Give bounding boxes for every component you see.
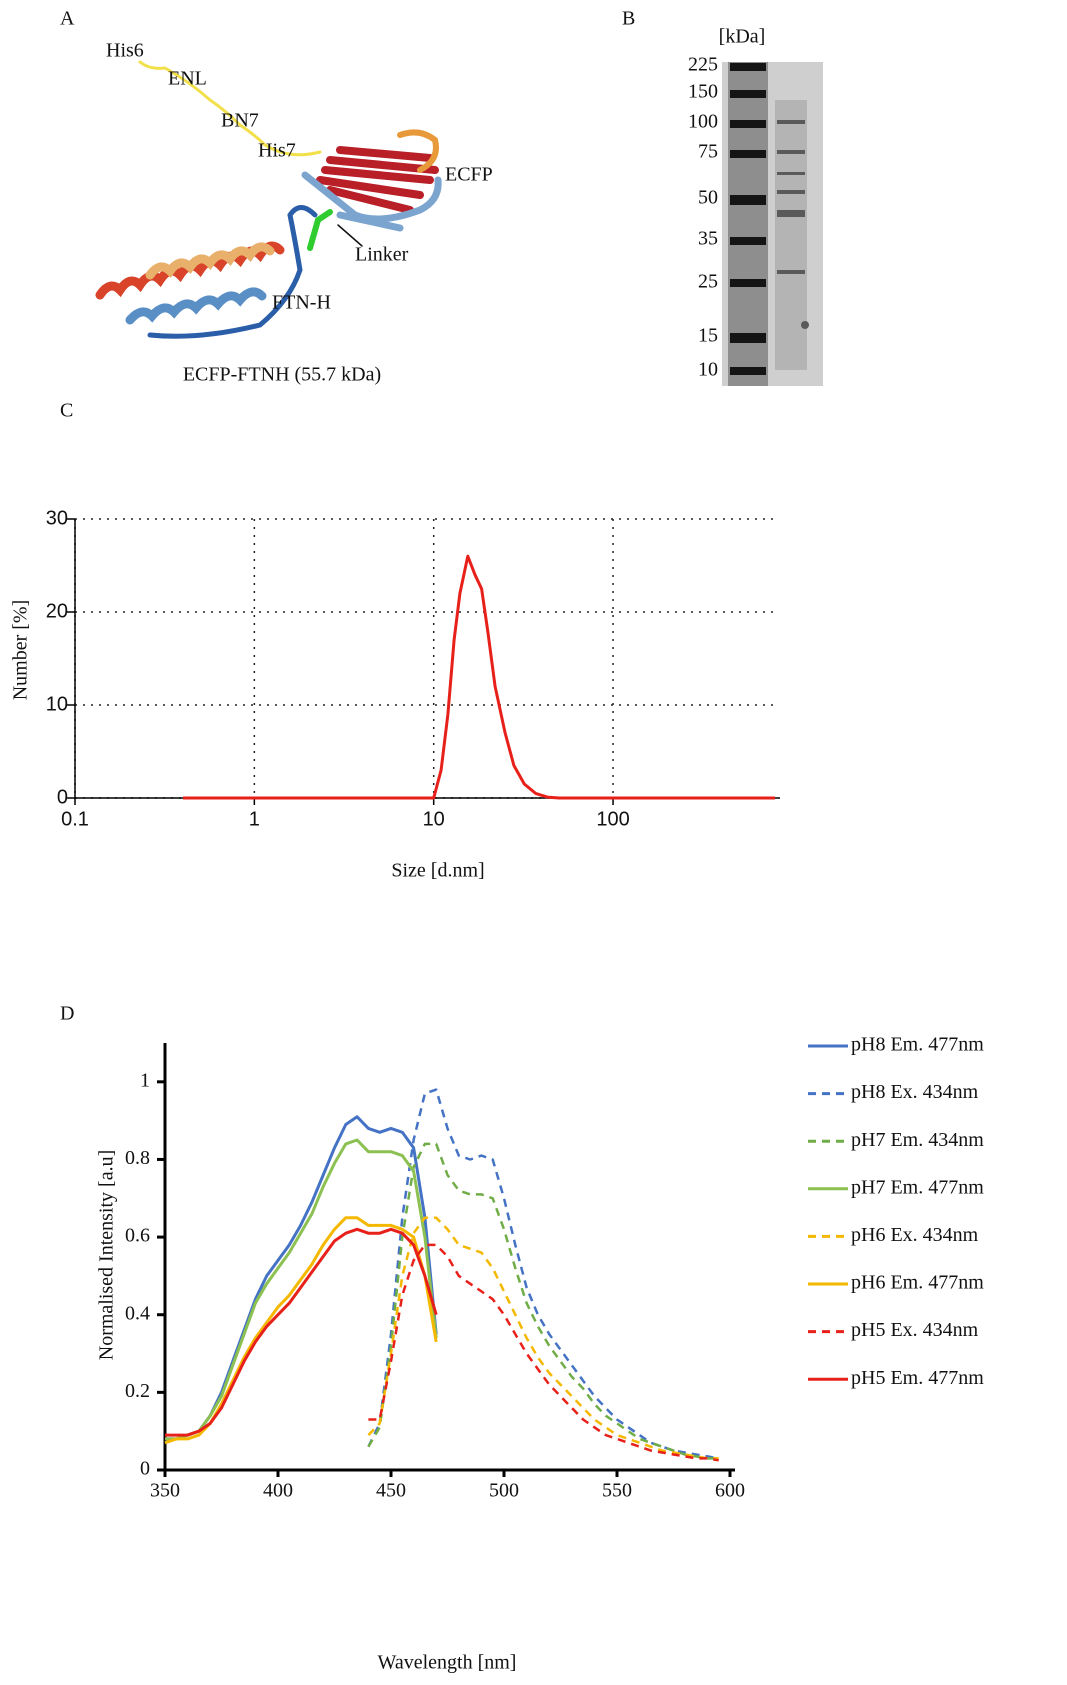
x-tick-label: 500 xyxy=(489,1480,519,1502)
legend-label: pH8 Ex. 434nm xyxy=(851,1081,979,1103)
legend-label: pH7 Em. 477nm xyxy=(851,1176,984,1198)
marker-label: 10 xyxy=(698,359,718,381)
y-tick-label: 30 xyxy=(46,507,68,529)
y-tick-label: 20 xyxy=(46,600,68,622)
x-tick-label: 10 xyxy=(423,808,445,830)
annotation: Linker xyxy=(355,244,409,266)
protein-structure xyxy=(95,60,442,339)
panel-label: A xyxy=(60,8,75,30)
y-tick-label: 0 xyxy=(57,786,68,808)
x-axis-label: Size [d.nm] xyxy=(391,860,484,882)
legend-label: pH7 Em. 434nm xyxy=(851,1129,984,1151)
x-tick-label: 400 xyxy=(263,1480,293,1502)
marker-label: 150 xyxy=(688,81,718,103)
marker-label: 75 xyxy=(698,141,718,163)
y-axis-label: Number [%] xyxy=(10,600,32,701)
unit-label: [kDa] xyxy=(719,26,766,48)
annotation: BN7 xyxy=(221,110,259,132)
y-tick-label: 0.2 xyxy=(125,1380,150,1402)
x-tick-label: 100 xyxy=(596,808,629,830)
x-tick-label: 550 xyxy=(602,1480,632,1502)
marker-label: 100 xyxy=(688,111,718,133)
legend-label: pH6 Em. 477nm xyxy=(851,1272,984,1294)
marker-label: 25 xyxy=(698,271,718,293)
series-line xyxy=(367,1088,719,1460)
panel-label: B xyxy=(622,8,635,30)
y-tick-label: 0.6 xyxy=(125,1225,150,1247)
annotation: ECFP xyxy=(445,164,493,186)
annotation: ENL xyxy=(168,68,207,90)
annotation: His6 xyxy=(106,40,144,62)
y-tick-label: 10 xyxy=(46,693,68,715)
series-line xyxy=(367,1216,719,1460)
marker-label: 225 xyxy=(688,54,718,76)
annotation: His7 xyxy=(258,140,296,162)
x-axis-label: Wavelength [nm] xyxy=(378,1652,517,1674)
legend-label: pH5 Ex. 434nm xyxy=(851,1319,979,1341)
series-line xyxy=(165,1227,438,1437)
gel xyxy=(722,62,823,386)
series-line xyxy=(367,1142,719,1460)
y-tick-label: 1 xyxy=(140,1069,150,1091)
marker-label: 50 xyxy=(698,187,718,209)
y-tick-label: 0.8 xyxy=(125,1147,150,1169)
legend-label: pH6 Ex. 434nm xyxy=(851,1224,979,1246)
series-line xyxy=(368,1243,719,1462)
x-tick-label: 0.1 xyxy=(61,808,89,830)
y-tick-label: 0 xyxy=(140,1458,150,1480)
marker-label: 15 xyxy=(698,325,718,347)
y-axis-label: Normalised Intensity [a.u] xyxy=(96,1150,118,1361)
annotation: FTN-H xyxy=(272,292,331,314)
caption: ECFP-FTNH (55.7 kDa) xyxy=(183,364,381,386)
legend-label: pH5 Em. 477nm xyxy=(851,1367,984,1389)
series-line xyxy=(183,554,775,800)
x-tick-label: 450 xyxy=(376,1480,406,1502)
panel-label: D xyxy=(60,1003,74,1025)
legend-label: pH8 Em. 477nm xyxy=(851,1034,984,1056)
series-line xyxy=(165,1138,438,1441)
x-tick-label: 350 xyxy=(150,1480,180,1502)
panel-label: C xyxy=(60,400,73,422)
marker-label: 35 xyxy=(698,228,718,250)
y-tick-label: 0.4 xyxy=(125,1302,150,1324)
x-tick-label: 1 xyxy=(249,808,260,830)
x-tick-label: 600 xyxy=(715,1480,745,1502)
